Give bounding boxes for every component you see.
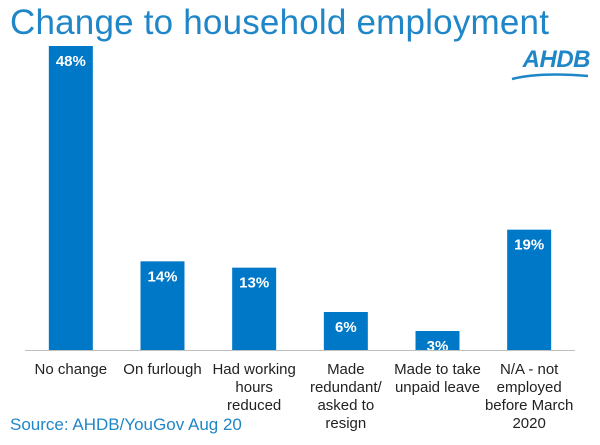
bar-5 [415, 331, 460, 350]
bar-2 [140, 261, 185, 350]
source-note: Source: AHDB/YouGov Aug 20 [10, 415, 242, 434]
category-label: On furlough [123, 361, 201, 378]
logo-swoosh-icon [511, 73, 589, 81]
category-label: Made redundant/asked to resign [310, 361, 383, 432]
bar-6 [507, 229, 552, 350]
bar-4 [323, 312, 368, 350]
data-label: 6% [335, 319, 357, 336]
category-label: N/A - not employed before March 2020 [485, 361, 573, 432]
data-label: 19% [514, 237, 544, 254]
category-label: No change [35, 361, 108, 378]
bar-3 [232, 267, 277, 350]
data-label: 14% [147, 268, 177, 285]
category-label: Made to take unpaid leave [394, 361, 481, 396]
logo-text: AHDB [522, 46, 591, 73]
category-label: Had working hours reduced [212, 361, 295, 414]
bar-1 [48, 46, 93, 350]
ahdb-logo: AHDB [510, 44, 591, 84]
data-label: 3% [427, 338, 449, 355]
data-label: 48% [56, 53, 86, 70]
data-label: 13% [239, 275, 269, 292]
chart-title: Change to household employment [10, 3, 550, 42]
